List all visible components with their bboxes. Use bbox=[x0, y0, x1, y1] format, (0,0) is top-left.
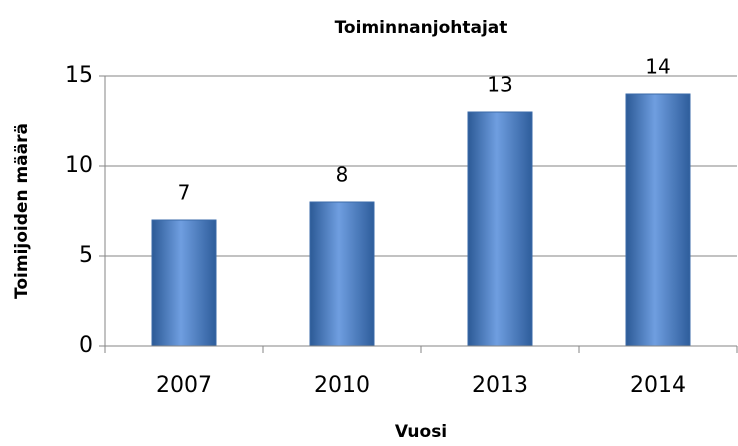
x-tick-label: 2007 bbox=[156, 373, 212, 398]
x-tick-label: 2014 bbox=[630, 373, 686, 398]
x-tick-label: 2013 bbox=[472, 373, 528, 398]
value-label: 7 bbox=[178, 181, 191, 205]
y-axis-title: Toimijoiden määrä bbox=[12, 123, 32, 299]
value-label: 13 bbox=[487, 73, 512, 97]
x-tick-label: 2010 bbox=[314, 373, 370, 398]
chart-title: Toiminnanjohtajat bbox=[335, 18, 508, 38]
value-label: 14 bbox=[645, 55, 670, 79]
y-tick-label: 10 bbox=[65, 153, 93, 178]
y-tick-label: 0 bbox=[79, 333, 93, 358]
bar bbox=[467, 111, 533, 347]
x-axis-title: Vuosi bbox=[395, 422, 447, 442]
bar bbox=[151, 219, 217, 347]
y-tick-label: 5 bbox=[79, 243, 93, 268]
value-label: 8 bbox=[336, 163, 349, 187]
bar bbox=[309, 201, 375, 347]
y-tick-label: 15 bbox=[65, 63, 93, 88]
bar bbox=[625, 93, 691, 347]
